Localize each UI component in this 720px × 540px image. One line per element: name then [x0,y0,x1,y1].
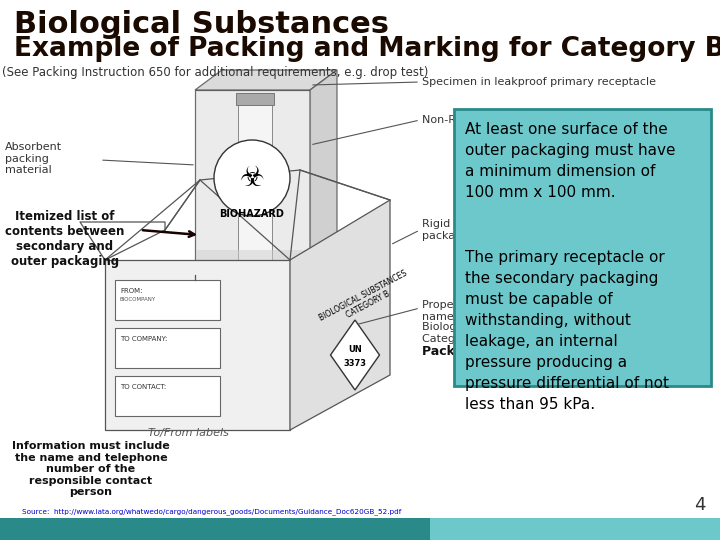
Text: FROM:: FROM: [120,288,143,294]
Polygon shape [330,320,379,390]
Text: TO CONTACT:: TO CONTACT: [120,384,166,390]
Polygon shape [105,260,290,430]
Text: Non-Rigid leakproof secondary packaging: Non-Rigid leakproof secondary packaging [422,115,654,125]
Polygon shape [196,250,309,280]
Bar [115,328,220,368]
Text: UN: UN [348,346,362,354]
Text: 3373: 3373 [343,359,366,368]
Text: BIOCOMPANY: BIOCOMPANY [120,297,156,302]
Circle shape [214,140,290,216]
Text: BIOHAZARD: BIOHAZARD [220,209,284,219]
Polygon shape [195,90,310,280]
Bar [115,280,220,320]
Text: Biological Substances,
Category B: Biological Substances, Category B [422,322,547,343]
Text: Specimen in leakproof primary receptacle: Specimen in leakproof primary receptacle [422,77,656,87]
Text: At least one surface of the
outer packaging must have
a minimum dimension of
100: At least one surface of the outer packag… [465,122,675,200]
Text: 4: 4 [694,496,706,514]
Text: Absorbent
packing
material: Absorbent packing material [5,142,62,175]
Text: Source:  http://www.iata.org/whatwedo/cargo/dangerous_goods/Documents/Guidance_D: Source: http://www.iata.org/whatwedo/car… [22,508,401,515]
Polygon shape [290,200,390,430]
Bar [430,518,720,540]
Text: Biological Substances: Biological Substances [14,10,389,39]
Text: Information must include
the name and telephone
number of the
responsible contac: Information must include the name and te… [12,441,170,497]
FancyBboxPatch shape [454,109,711,386]
Text: Proper shipping
name: Proper shipping name [422,300,509,322]
Text: Example of Packing and Marking for Category B: Example of Packing and Marking for Categ… [14,36,720,62]
Text: Package Marking: Package Marking [422,345,542,358]
Text: The primary receptacle or
the secondary packaging
must be capable of
withstandin: The primary receptacle or the secondary … [465,250,669,412]
Polygon shape [310,70,337,280]
Text: ☣: ☣ [240,164,264,192]
Text: BIOLOGICAL SUBSTANCES
CATEGORY B: BIOLOGICAL SUBSTANCES CATEGORY B [318,268,414,332]
Text: Itemized list of
contents between
secondary and
outer packaging: Itemized list of contents between second… [5,210,125,268]
Polygon shape [238,100,272,275]
Bar [0,518,430,540]
Bar [236,93,274,105]
Text: TO COMPANY:: TO COMPANY: [120,336,167,342]
Polygon shape [195,70,337,90]
Bar [115,376,220,416]
Text: (See Packing Instruction 650 for additional requirements, e.g. drop test): (See Packing Instruction 650 for additio… [2,66,428,79]
Text: Rigid outer
packaging: Rigid outer packaging [422,219,484,241]
Text: To/From labels: To/From labels [148,428,229,438]
